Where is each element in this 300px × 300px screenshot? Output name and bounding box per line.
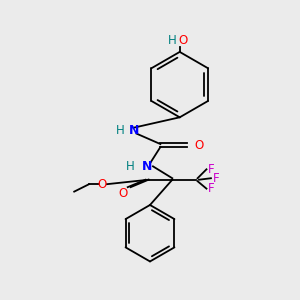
- Text: H: H: [168, 34, 177, 46]
- Text: F: F: [208, 163, 214, 176]
- Text: F: F: [208, 182, 214, 195]
- Text: F: F: [212, 172, 219, 185]
- Text: O: O: [118, 187, 128, 200]
- Text: O: O: [98, 178, 107, 191]
- Text: O: O: [178, 34, 187, 46]
- Text: H: H: [116, 124, 125, 137]
- Text: N: N: [128, 124, 139, 137]
- Text: N: N: [142, 160, 152, 173]
- Text: O: O: [195, 139, 204, 152]
- Text: H: H: [126, 160, 135, 173]
